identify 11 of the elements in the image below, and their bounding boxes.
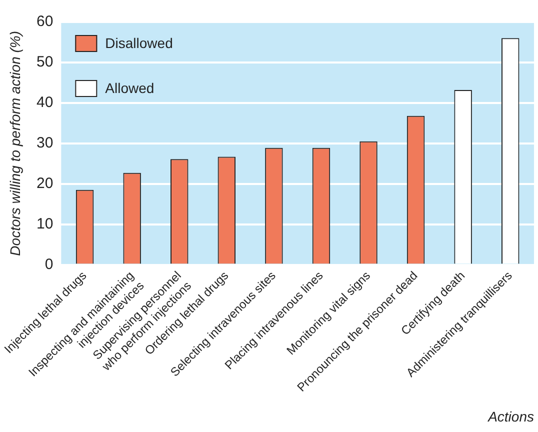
y-tick-label: 30: [36, 134, 54, 152]
y-axis-title: Doctors willing to perform action (%): [6, 30, 23, 256]
y-tick-label: 60: [36, 13, 54, 30]
x-axis-title: Actions: [487, 408, 534, 424]
y-tick-label: 10: [36, 215, 54, 232]
legend-label: Allowed: [105, 80, 154, 96]
y-tick-label: 20: [36, 175, 54, 192]
y-tick-label: 40: [36, 94, 54, 112]
y-tick-label: 0: [44, 256, 54, 273]
y-tick-label: 50: [36, 54, 54, 71]
legend-label: Disallowed: [105, 34, 173, 51]
